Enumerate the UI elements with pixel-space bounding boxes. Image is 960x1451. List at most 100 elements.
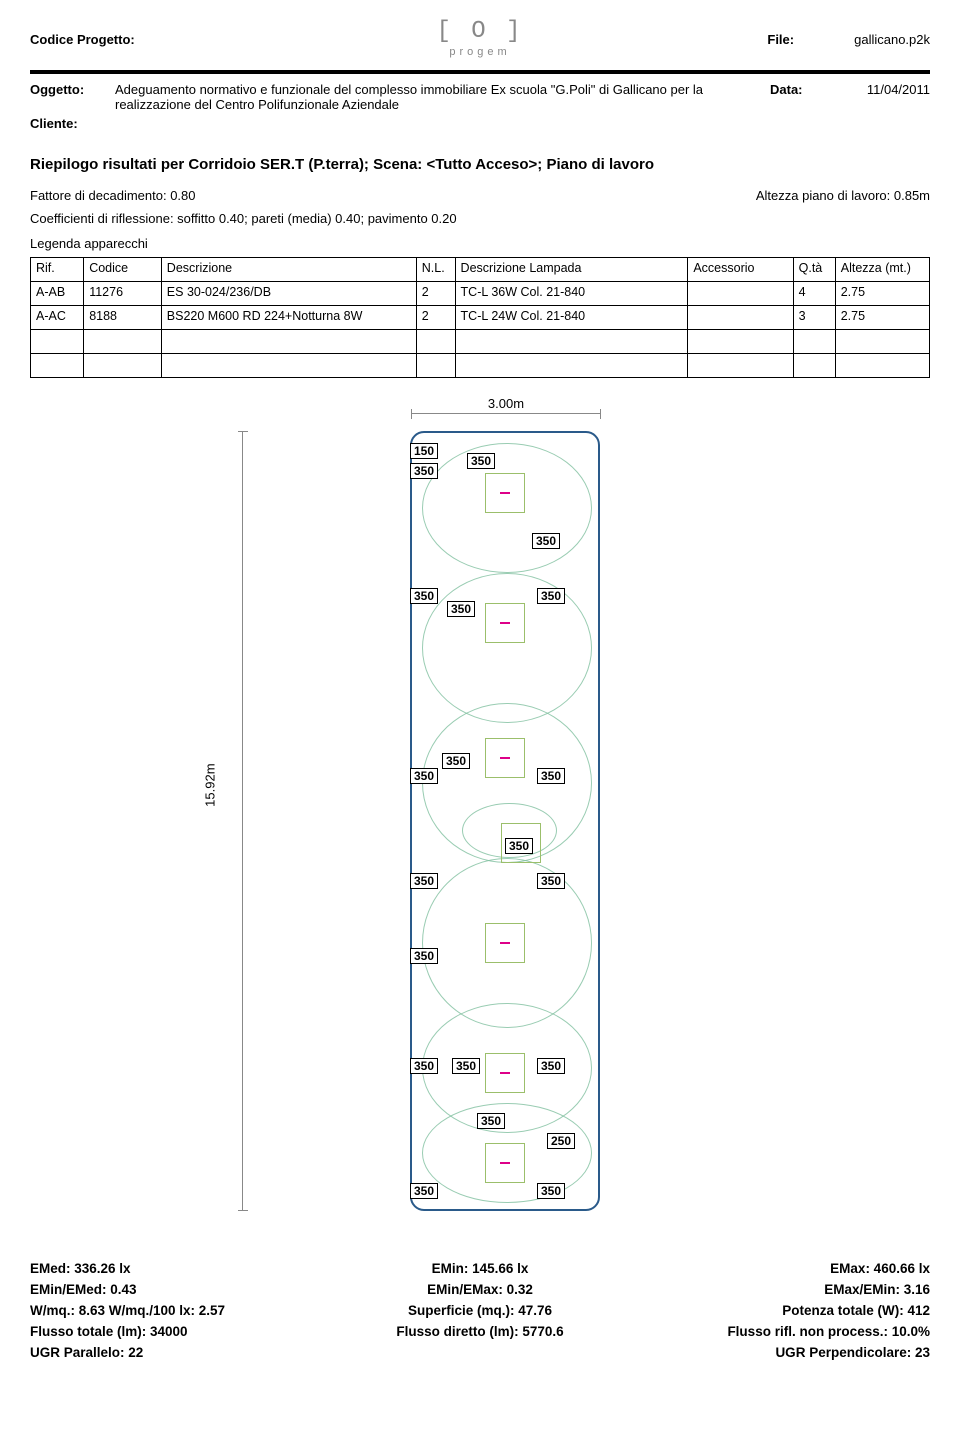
iso-label: 350 xyxy=(410,463,438,479)
th-accessorio: Accessorio xyxy=(688,258,793,282)
iso-label: 350 xyxy=(477,1113,505,1129)
diagram-container: 3.00m 15.92m 150350350350350350350350350… xyxy=(230,396,730,1211)
header-top: Codice Progetto: [ O ] progem File: gall… xyxy=(30,20,930,62)
client-label: Cliente: xyxy=(30,116,115,131)
cell-qta xyxy=(793,354,835,378)
iso-label: 350 xyxy=(410,588,438,604)
iso-label: 350 xyxy=(410,948,438,964)
cell-alt xyxy=(835,354,929,378)
result-left: W/mq.: 8.63 W/mq./100 lx: 2.57 xyxy=(30,1303,327,1318)
cell-lamp: TC-L 36W Col. 21-840 xyxy=(455,282,688,306)
decay-and-height-row: Fattore di decadimento: 0.80 Altezza pia… xyxy=(30,188,930,203)
fixture-icon xyxy=(485,923,525,963)
room-outline: 150 350 350 350 350 350 350 350 350 350 350 350 350 3… xyxy=(410,431,600,1211)
cell-qta: 3 xyxy=(793,306,835,330)
result-right: Flusso rifl. non process.: 10.0% xyxy=(633,1324,930,1339)
iso-label: 350 xyxy=(537,768,565,784)
iso-label: 350 xyxy=(537,588,565,604)
result-center: EMin: 145.66 lx xyxy=(332,1261,629,1276)
th-rif: Rif. xyxy=(31,258,84,282)
iso-label: 350 xyxy=(410,768,438,784)
cell-desc: BS220 M600 RD 224+Notturna 8W xyxy=(161,306,416,330)
th-qta: Q.tà xyxy=(793,258,835,282)
table-row: A-AC8188BS220 M600 RD 224+Notturna 8W2TC… xyxy=(31,306,930,330)
iso-label: 350 xyxy=(467,453,495,469)
iso-label: 350 xyxy=(505,838,533,854)
iso-label: 350 xyxy=(537,1183,565,1199)
fixture-icon xyxy=(485,473,525,513)
cell-acc xyxy=(688,282,793,306)
cell-lamp: TC-L 24W Col. 21-840 xyxy=(455,306,688,330)
project-code-label: Codice Progetto: xyxy=(30,32,330,47)
th-descrizione: Descrizione xyxy=(161,258,416,282)
result-left: EMed: 336.26 lx xyxy=(30,1261,327,1276)
cell-alt: 2.75 xyxy=(835,282,929,306)
th-lampada: Descrizione Lampada xyxy=(455,258,688,282)
subject-label: Oggetto: xyxy=(30,82,115,112)
cell-codice xyxy=(84,330,162,354)
cell-rif: A-AB xyxy=(31,282,84,306)
result-right: EMax/EMin: 3.16 xyxy=(633,1282,930,1297)
cell-rif: A-AC xyxy=(31,306,84,330)
result-left: UGR Parallelo: 22 xyxy=(30,1345,327,1360)
cell-nl: 2 xyxy=(416,306,455,330)
iso-label: 150 xyxy=(410,443,438,459)
fixture-icon xyxy=(485,603,525,643)
result-left: EMin/EMed: 0.43 xyxy=(30,1282,327,1297)
table-row: A-AB11276ES 30-024/236/DB2TC-L 36W Col. … xyxy=(31,282,930,306)
result-center: EMin/EMax: 0.32 xyxy=(332,1282,629,1297)
cell-acc xyxy=(688,306,793,330)
th-nl: N.L. xyxy=(416,258,455,282)
cell-lamp xyxy=(455,354,688,378)
cell-nl: 2 xyxy=(416,282,455,306)
iso-label: 350 xyxy=(452,1058,480,1074)
cell-lamp xyxy=(455,330,688,354)
dim-height-bar xyxy=(242,431,252,1211)
dim-width-bar xyxy=(411,413,601,425)
cell-rif xyxy=(31,354,84,378)
iso-label: 350 xyxy=(410,1183,438,1199)
fixture-icon xyxy=(485,1143,525,1183)
cell-acc xyxy=(688,354,793,378)
iso-label: 350 xyxy=(532,533,560,549)
fixtures-table: Rif. Codice Descrizione N.L. Descrizione… xyxy=(30,257,930,378)
file-block: File: gallicano.p2k xyxy=(630,32,930,47)
legend-label: Legenda apparecchi xyxy=(30,236,930,251)
date-label: Data: xyxy=(770,82,840,112)
fixture-icon xyxy=(485,738,525,778)
iso-contour xyxy=(422,573,592,723)
iso-label: 350 xyxy=(537,873,565,889)
date-value: 11/04/2011 xyxy=(840,82,930,112)
iso-label: 350 xyxy=(537,1058,565,1074)
table-row xyxy=(31,354,930,378)
result-right: EMax: 460.66 lx xyxy=(633,1261,930,1276)
dim-height-label: 15.92m xyxy=(203,763,218,806)
result-center: Flusso diretto (lm): 5770.6 xyxy=(332,1324,629,1339)
fixture-icon xyxy=(485,1053,525,1093)
results-row: UGR Parallelo: 22 UGR Perpendicolare: 23 xyxy=(30,1345,930,1360)
result-right: Potenza totale (W): 412 xyxy=(633,1303,930,1318)
cell-codice xyxy=(84,354,162,378)
results-row: EMed: 336.26 lx EMin: 145.66 lx EMax: 460.… xyxy=(30,1261,930,1276)
result-right: UGR Perpendicolare: 23 xyxy=(633,1345,930,1360)
reflection-row: Coefficienti di riflessione: soffitto 0.… xyxy=(30,211,930,226)
cell-qta xyxy=(793,330,835,354)
results-row: EMin/EMed: 0.43 EMin/EMax: 0.32 EMax/EMin:… xyxy=(30,1282,930,1297)
cell-desc xyxy=(161,354,416,378)
result-left: Flusso totale (lm): 34000 xyxy=(30,1324,327,1339)
file-value: gallicano.p2k xyxy=(854,32,930,47)
page-title: Riepilogo risultati per Corridoio SER.T … xyxy=(30,156,930,173)
logo: [ O ] progem xyxy=(330,20,630,58)
cell-alt xyxy=(835,330,929,354)
table-header-row: Rif. Codice Descrizione N.L. Descrizione… xyxy=(31,258,930,282)
results-row: W/mq.: 8.63 W/mq./100 lx: 2.57Superficie… xyxy=(30,1303,930,1318)
cell-desc xyxy=(161,330,416,354)
results-grid: EMed: 336.26 lx EMin: 145.66 lx EMax: 460.… xyxy=(30,1261,930,1360)
table-row xyxy=(31,330,930,354)
cell-nl xyxy=(416,330,455,354)
iso-label: 350 xyxy=(410,873,438,889)
subject-value: Adeguamento normativo e funzionale del c… xyxy=(115,82,770,112)
result-center xyxy=(332,1345,629,1360)
cell-rif xyxy=(31,330,84,354)
th-codice: Codice xyxy=(84,258,162,282)
